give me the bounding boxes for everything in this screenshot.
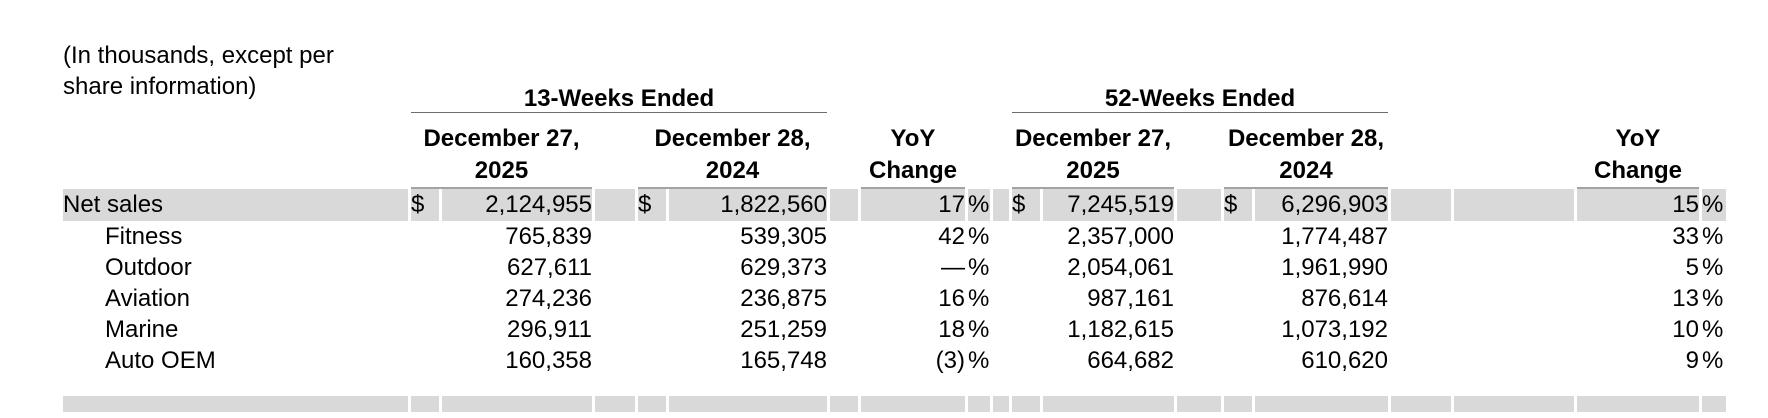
value-13wk-2025: 627,611: [507, 253, 592, 281]
yoy-13wk: 42: [938, 222, 965, 250]
value-13wk-2025: 2,124,955: [442, 189, 592, 221]
yoy-52wk: 15: [1577, 189, 1699, 221]
yoy-13wk: 18: [938, 315, 965, 343]
col-header-52wk-2024: December 28, 2024: [1224, 113, 1388, 189]
value-52wk-2024: 1,961,990: [1281, 253, 1388, 281]
yoy-13wk: —: [941, 253, 965, 281]
col-header-52wk-2025: December 27, 2025: [1012, 113, 1174, 189]
row-label: Auto OEM: [105, 346, 216, 374]
row-label: Net sales: [63, 189, 408, 221]
value-13wk-2025: 160,358: [505, 346, 592, 374]
percent-symbol: %: [968, 253, 990, 281]
value-52wk-2024: 1,073,192: [1281, 315, 1388, 343]
value-52wk-2025: 2,357,000: [1067, 222, 1174, 250]
table-caption: (In thousands, except per share informat…: [63, 40, 408, 189]
yoy-52wk: 33: [1672, 222, 1699, 250]
col-header-52wk-yoy: YoY Change: [1577, 113, 1699, 189]
percent-symbol: %: [1702, 189, 1726, 221]
yoy-52wk: 9: [1685, 346, 1699, 374]
col-header-13wk-yoy: YoY Change: [861, 113, 965, 189]
net-sales-table: (In thousands, except per share informat…: [60, 40, 1729, 412]
value-52wk-2024: 610,620: [1301, 346, 1388, 374]
value-52wk-2024: 1,774,487: [1281, 222, 1388, 250]
table-row-fitness: Fitness 765,839 539,305 42 % 2,357,000 1…: [63, 221, 1726, 252]
row-label: Marine: [105, 315, 179, 343]
value-13wk-2024: 539,305: [740, 222, 827, 250]
value-13wk-2024: 165,748: [740, 346, 827, 374]
caption-line-2: share information): [63, 73, 257, 100]
table-row-auto-oem: Auto OEM 160,358 165,748 (3) % 664,682 6…: [63, 345, 1726, 376]
percent-symbol: %: [968, 284, 990, 312]
spacer-row: [63, 376, 1726, 396]
yoy-13wk: 17: [861, 189, 965, 221]
col-header-13wk-2025: December 27, 2025: [411, 113, 592, 189]
currency-symbol: $: [411, 189, 439, 221]
value-52wk-2025: 987,161: [1087, 284, 1174, 312]
currency-symbol: $: [638, 189, 666, 221]
row-label: Aviation: [105, 284, 190, 312]
table-row-aviation: Aviation 274,236 236,875 16 % 987,161 87…: [63, 283, 1726, 314]
percent-symbol: %: [1702, 222, 1724, 250]
yoy-52wk: 13: [1672, 284, 1699, 312]
value-52wk-2025: 2,054,061: [1067, 253, 1174, 281]
value-13wk-2024: 251,259: [740, 315, 827, 343]
value-13wk-2025: 296,911: [507, 315, 592, 343]
group-header-13-weeks: 13-Weeks Ended: [411, 40, 827, 113]
row-label: Outdoor: [105, 253, 192, 281]
percent-symbol: %: [968, 315, 990, 343]
percent-symbol: %: [1702, 284, 1724, 312]
shaded-row-partial: [63, 396, 1726, 412]
table-row-outdoor: Outdoor 627,611 629,373 — % 2,054,061 1,…: [63, 252, 1726, 283]
group-header-52-weeks: 52-Weeks Ended: [1012, 40, 1388, 113]
col-header-13wk-2024: December 28, 2024: [638, 113, 827, 189]
percent-symbol: %: [968, 222, 990, 250]
table-row-marine: Marine 296,911 251,259 18 % 1,182,615 1,…: [63, 314, 1726, 345]
percent-symbol: %: [1702, 253, 1724, 281]
value-13wk-2024: 629,373: [740, 253, 827, 281]
value-52wk-2025: 7,245,519: [1043, 189, 1174, 221]
row-label: Fitness: [105, 222, 183, 250]
value-13wk-2025: 765,839: [505, 222, 592, 250]
percent-symbol: %: [1702, 315, 1724, 343]
yoy-52wk: 10: [1672, 315, 1699, 343]
percent-symbol: %: [1702, 346, 1724, 374]
value-52wk-2025: 1,182,615: [1067, 315, 1174, 343]
caption-line-1: (In thousands, except per: [63, 42, 334, 69]
value-13wk-2024: 1,822,560: [669, 189, 827, 221]
table-row-net-sales: Net sales $ 2,124,955 $ 1,822,560 17 % $…: [63, 189, 1726, 221]
yoy-52wk: 5: [1685, 253, 1699, 281]
value-13wk-2025: 274,236: [505, 284, 592, 312]
yoy-13wk: (3): [935, 346, 965, 374]
value-13wk-2024: 236,875: [740, 284, 827, 312]
value-52wk-2024: 876,614: [1301, 284, 1388, 312]
yoy-13wk: 16: [938, 284, 965, 312]
currency-symbol: $: [1012, 189, 1040, 221]
percent-symbol: %: [968, 189, 990, 221]
value-52wk-2025: 664,682: [1087, 346, 1174, 374]
percent-symbol: %: [968, 346, 990, 374]
value-52wk-2024: 6,296,903: [1255, 189, 1388, 221]
currency-symbol: $: [1224, 189, 1252, 221]
